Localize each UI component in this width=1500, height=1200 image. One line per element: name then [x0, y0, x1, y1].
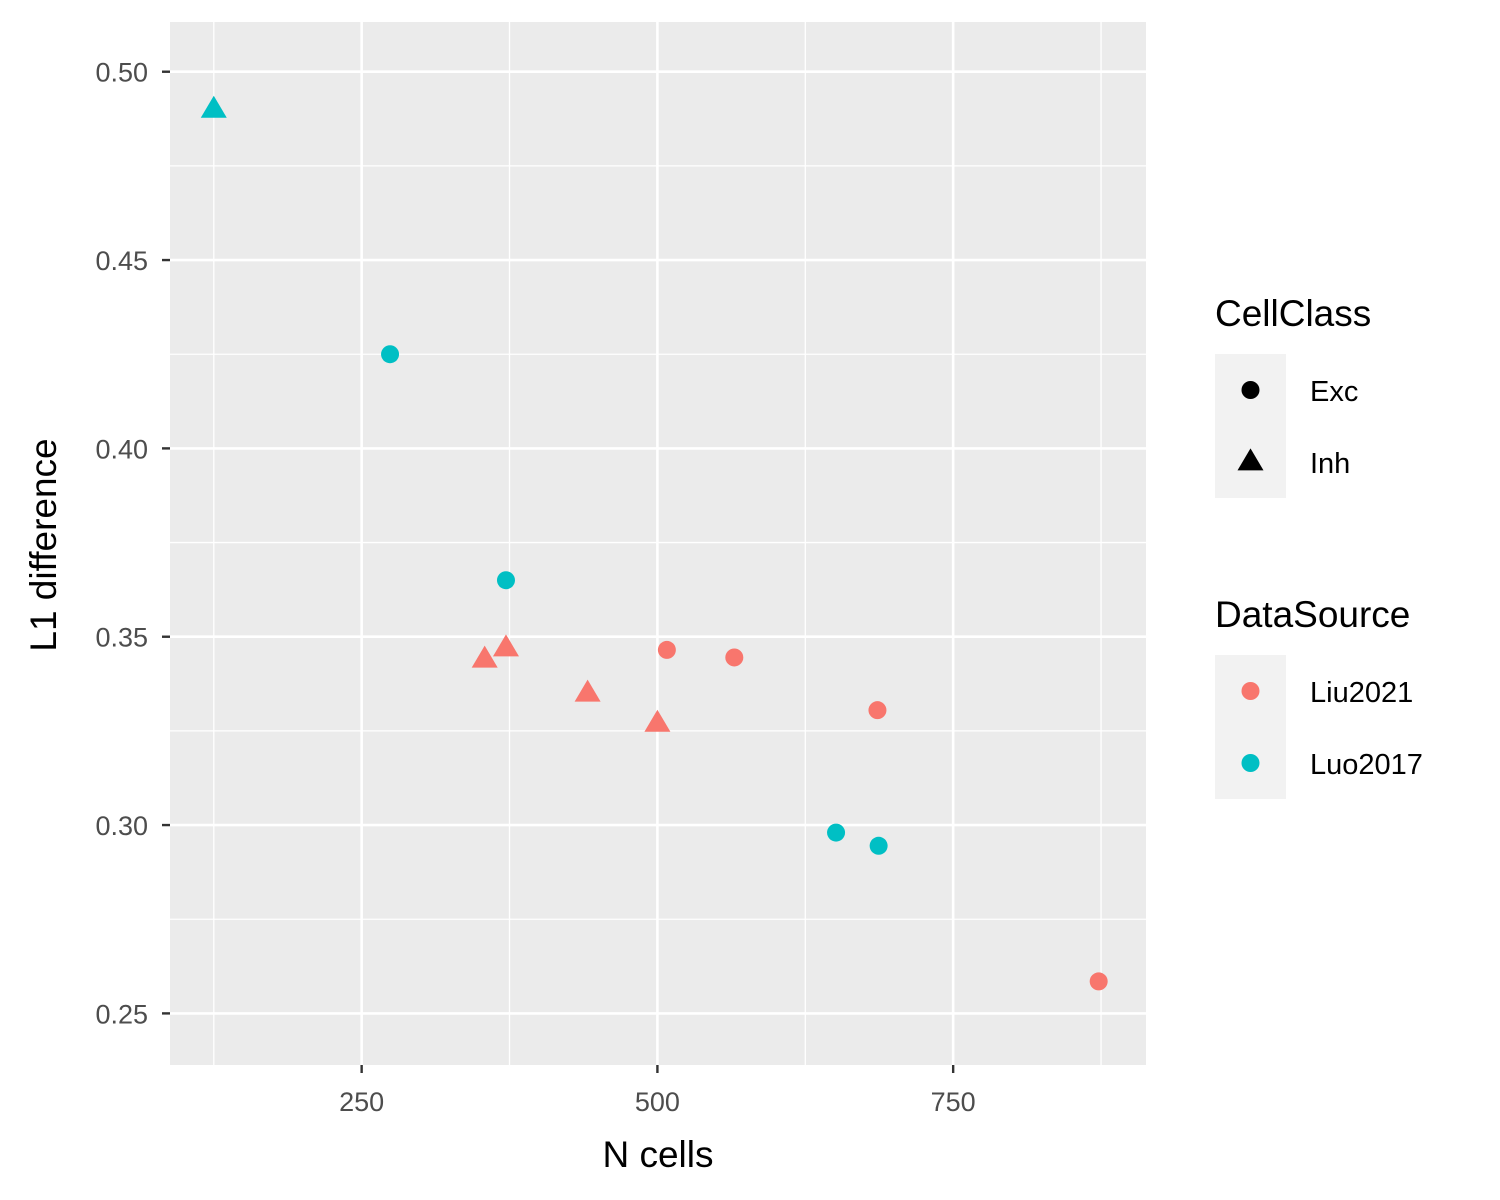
legend-key-liu2021 — [1241, 682, 1260, 700]
y-axis-title: L1 difference — [23, 438, 64, 651]
x-tick-label: 500 — [635, 1087, 680, 1117]
data-point-luo2017-inh — [200, 95, 227, 118]
x-axis-title: N cells — [602, 1134, 713, 1175]
data-points — [200, 95, 1108, 991]
data-point-liu2021-inh — [644, 709, 671, 732]
y-axis: 0.25 0.30 0.35 0.40 0.45 0.50 — [95, 58, 170, 1029]
data-point-liu2021-exc — [1089, 972, 1108, 991]
data-point-luo2017-exc — [381, 345, 400, 364]
y-tick-label: 0.45 — [95, 246, 148, 276]
data-point-luo2017-exc — [827, 823, 846, 842]
data-point-luo2017-exc — [496, 571, 515, 590]
legend-title: DataSource — [1215, 594, 1410, 635]
major-gridlines — [170, 22, 1146, 1065]
legend-key-exc — [1241, 381, 1260, 399]
data-point-liu2021-inh — [471, 645, 498, 668]
x-tick-label: 250 — [339, 1087, 384, 1117]
data-point-luo2017-exc — [869, 836, 888, 855]
legend: CellClass Exc Inh DataSource Liu2021 Luo2017 — [1215, 293, 1423, 799]
legend-label: Luo2017 — [1310, 749, 1423, 781]
data-point-liu2021-inh — [574, 679, 601, 702]
y-tick-label: 0.35 — [95, 623, 148, 653]
x-tick-label: 750 — [931, 1087, 976, 1117]
x-axis: 250 500 750 — [339, 1065, 976, 1117]
legend-title: CellClass — [1215, 293, 1371, 334]
data-point-liu2021-exc — [725, 648, 744, 667]
data-point-liu2021-exc — [868, 701, 887, 720]
legend-key-luo2017 — [1241, 754, 1260, 772]
legend-key-inh — [1237, 448, 1264, 471]
legend-key-background — [1215, 354, 1286, 498]
legend-label: Inh — [1310, 448, 1350, 480]
data-point-liu2021-exc — [657, 640, 676, 659]
y-tick-label: 0.40 — [95, 434, 148, 464]
y-tick-label: 0.25 — [95, 999, 148, 1029]
legend-key-background — [1215, 655, 1286, 799]
legend-label: Exc — [1310, 376, 1358, 408]
data-point-liu2021-inh — [492, 634, 519, 657]
legend-label: Liu2021 — [1310, 677, 1413, 709]
y-tick-label: 0.50 — [95, 58, 148, 88]
y-tick-label: 0.30 — [95, 811, 148, 841]
